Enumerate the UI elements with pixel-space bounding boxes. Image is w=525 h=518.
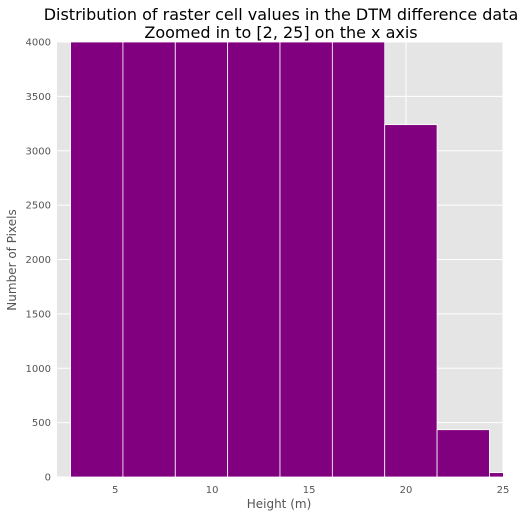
y-tick-label: 0	[45, 473, 51, 484]
histogram-bar	[331, 42, 386, 477]
y-tick-label: 1000	[26, 364, 51, 375]
y-axis-label: Number of Pixels	[5, 209, 19, 310]
y-tick-label: 4000	[26, 38, 51, 49]
y-tick-labels: 0 500 1000 1500 2000 2500 3000 3500 4000	[26, 38, 51, 484]
x-axis-label: Height (m)	[247, 497, 312, 511]
histogram-bar	[122, 42, 176, 477]
bars	[70, 42, 503, 477]
histogram-bar	[384, 124, 438, 477]
histogram-bar	[70, 42, 124, 477]
y-tick-label: 1500	[26, 309, 51, 320]
x-tick-label: 15	[303, 485, 316, 496]
chart-subtitle: Zoomed in to [2, 25] on the x axis	[144, 23, 417, 42]
x-tick-label: 10	[206, 485, 219, 496]
y-tick-label: 500	[32, 418, 51, 429]
histogram-bar	[174, 42, 229, 477]
x-tick-label: 5	[112, 485, 118, 496]
x-tick-label: 20	[400, 485, 413, 496]
y-tick-label: 3500	[26, 92, 51, 103]
histogram-bar	[489, 472, 503, 477]
x-tick-labels: 5 10 15 20 25	[112, 485, 509, 496]
y-tick-label: 3000	[26, 146, 51, 157]
y-tick-label: 2500	[26, 201, 51, 212]
histogram-bar	[227, 42, 281, 477]
y-tick-label: 2000	[26, 255, 51, 266]
x-tick-label: 25	[497, 485, 510, 496]
histogram-bar	[279, 42, 333, 477]
chart-title: Distribution of raster cell values in th…	[44, 5, 519, 24]
histogram-bar	[436, 429, 490, 477]
